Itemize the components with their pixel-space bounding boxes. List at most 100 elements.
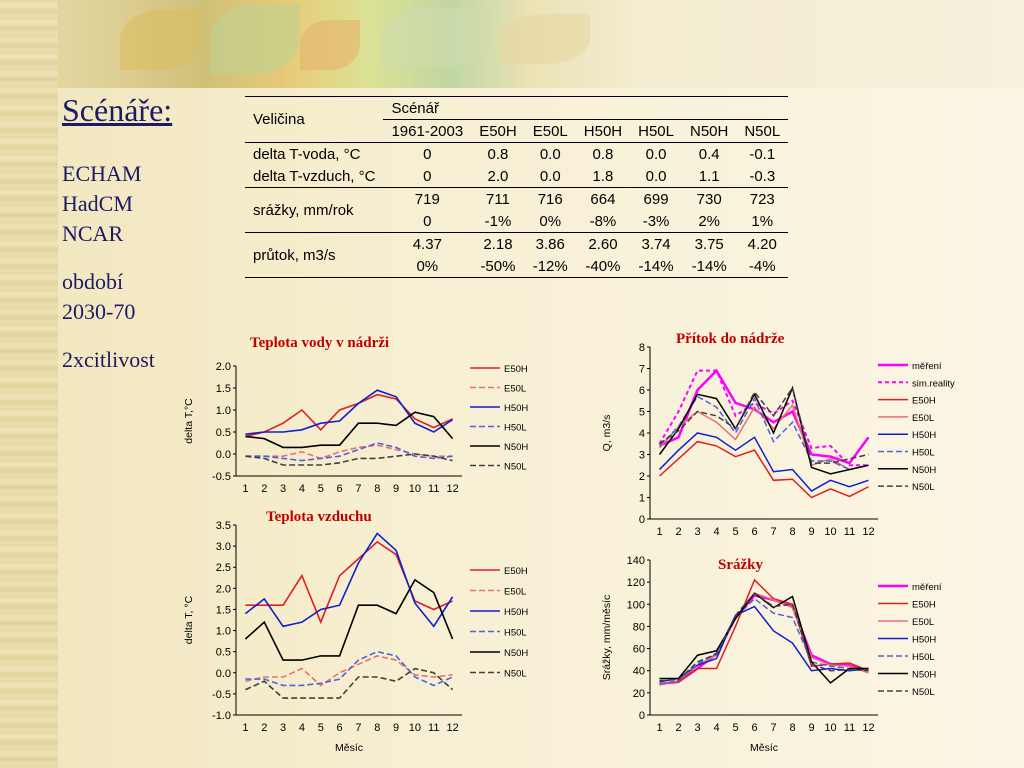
row-label: delta T-voda, °C — [253, 145, 361, 163]
x-tick-label: 6 — [751, 526, 757, 538]
x-tick-label: 3 — [280, 722, 286, 734]
x-tick-label: 2 — [675, 526, 681, 538]
x-tick-label: 10 — [409, 722, 421, 734]
column-header: N50L — [736, 119, 789, 143]
y-tick-label: 3 — [639, 450, 645, 462]
x-tick-label: 7 — [355, 483, 361, 495]
table-cell: 2.18 — [471, 232, 525, 255]
model-echam: ECHAM — [62, 161, 142, 186]
x-tick-label: 12 — [446, 483, 458, 495]
x-tick-label: 2 — [261, 722, 267, 734]
x-tick-label: 8 — [374, 483, 380, 495]
table-cell: -12% — [524, 255, 576, 278]
model-hadcm: HadCM — [62, 191, 133, 216]
legend-label: H50H — [912, 430, 936, 441]
legend-label: H50L — [504, 628, 527, 639]
legend-label: N50H — [504, 442, 528, 453]
y-tick-label: 0.5 — [216, 427, 231, 439]
x-tick-label: 5 — [318, 722, 324, 734]
legend-label: N50L — [912, 482, 935, 493]
y-axis-label: delta T,°C — [183, 398, 195, 444]
table-cell: 2.0 — [487, 167, 509, 185]
table-cell: -14% — [681, 255, 737, 278]
y-axis-label: delta T, °C — [183, 595, 195, 644]
table-cell: 0 — [423, 167, 432, 185]
x-tick-label: 10 — [824, 722, 836, 734]
column-header: E50H — [471, 119, 525, 143]
x-tick-label: 10 — [409, 483, 421, 495]
x-tick-label: 11 — [844, 722, 855, 734]
table-cell: 0.4 — [698, 145, 720, 163]
x-tick-label: 5 — [318, 483, 324, 495]
y-tick-label: 2.0 — [216, 361, 231, 373]
chart-title-precip: Srážky — [718, 557, 763, 573]
x-tick-label: 4 — [713, 722, 719, 734]
x-tick-label: 9 — [393, 722, 399, 734]
header-scenario: Scénář — [383, 96, 789, 120]
x-tick-label: 8 — [789, 526, 795, 538]
table-cell: 730 — [681, 187, 737, 210]
leaf-decoration — [380, 8, 490, 68]
x-tick-label: 4 — [713, 526, 719, 538]
chart-title-water: Teplota vody v nádrži — [250, 335, 390, 351]
x-tick-label: 11 — [428, 483, 439, 495]
chart-air-temperature: 3.53.02.52.01.51.00.50.0-0.5-1.01 2 3 4 5 6 7 8… — [183, 520, 528, 754]
table-cell: -50% — [471, 255, 525, 278]
table-cell: 2.60 — [575, 232, 631, 255]
x-tick-label: 1 — [242, 722, 248, 734]
table-cell: 0% — [539, 212, 562, 230]
table-cell: 4.37 — [383, 232, 472, 255]
x-tick-label: 10 — [824, 526, 836, 538]
legend-label: N50H — [912, 465, 936, 476]
top-banner — [0, 0, 1024, 88]
scenario-table: Veličina Scénář 1961-2003 E50H E50L H50H… — [245, 96, 789, 278]
sensitivity-label: 2xcitlivost — [62, 347, 155, 372]
legend-label: N50L — [912, 687, 935, 698]
table-cell: 3.86 — [524, 232, 576, 255]
y-tick-label: 100 — [627, 599, 645, 611]
legend-label: sim.reality — [912, 378, 955, 389]
x-tick-label: 2 — [261, 483, 267, 495]
y-tick-label: 6 — [639, 385, 645, 397]
y-tick-label: 1.0 — [216, 626, 231, 638]
column-header: E50L — [524, 119, 576, 143]
x-axis-label: Měsíc — [750, 742, 778, 754]
y-tick-label: 0 — [639, 514, 645, 526]
series-line-H50H — [244, 532, 454, 628]
table-cell: -4% — [736, 255, 789, 278]
table-cell: 1% — [751, 212, 774, 230]
series-line-H50H — [245, 389, 454, 435]
x-tick-label: 11 — [844, 526, 855, 538]
x-tick-label: 9 — [393, 483, 399, 495]
y-tick-label: 0.0 — [216, 668, 231, 680]
table-cell: -0.1 — [749, 145, 776, 163]
legend-label: H50H — [504, 607, 528, 618]
x-tick-label: 3 — [694, 526, 700, 538]
y-tick-label: 2.5 — [216, 562, 231, 574]
x-tick-label: 8 — [789, 722, 795, 734]
legend-label: E50H — [912, 600, 936, 611]
series-line-E50H — [658, 440, 869, 499]
y-tick-label: 0 — [639, 710, 645, 722]
y-tick-label: 80 — [633, 621, 645, 633]
x-axis-label: Měsíc — [335, 742, 363, 754]
series-line-N50L — [659, 386, 869, 464]
table-cell: 0% — [383, 255, 472, 278]
table-cell: 716 — [524, 187, 576, 210]
y-tick-label: -0.5 — [212, 471, 231, 483]
column-header: 1961-2003 — [383, 119, 472, 143]
x-tick-label: 6 — [337, 722, 343, 734]
table-cell: -0.3 — [749, 167, 776, 185]
series-line-H50H — [658, 432, 869, 493]
table-cell: 723 — [736, 187, 789, 210]
x-tick-label: 3 — [280, 483, 286, 495]
y-tick-label: 120 — [627, 577, 645, 589]
x-tick-label: 7 — [355, 722, 361, 734]
chart-title-air: Teplota vzduchu — [266, 509, 372, 525]
table-cell: 719 — [383, 187, 472, 210]
leaf-decoration — [300, 20, 360, 70]
series-line-sim.reality — [658, 369, 869, 467]
legend-label: H50L — [912, 652, 935, 663]
legend-label: E50L — [912, 413, 934, 424]
